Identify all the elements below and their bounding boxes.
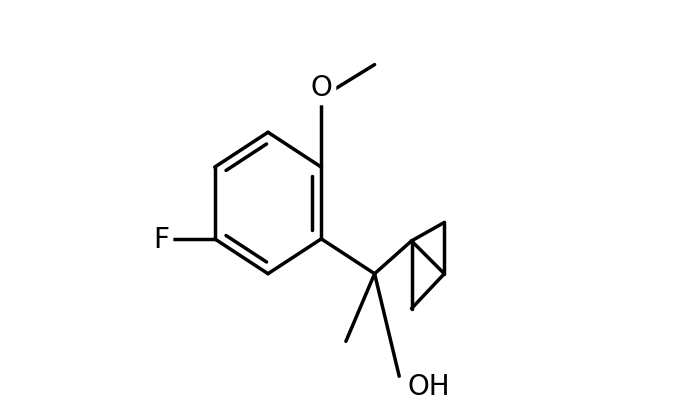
Text: OH: OH <box>407 373 450 400</box>
Text: O: O <box>310 74 332 102</box>
Text: F: F <box>153 225 169 253</box>
Text: F: F <box>153 225 169 253</box>
Text: OH: OH <box>407 373 450 400</box>
Text: O: O <box>310 74 332 102</box>
